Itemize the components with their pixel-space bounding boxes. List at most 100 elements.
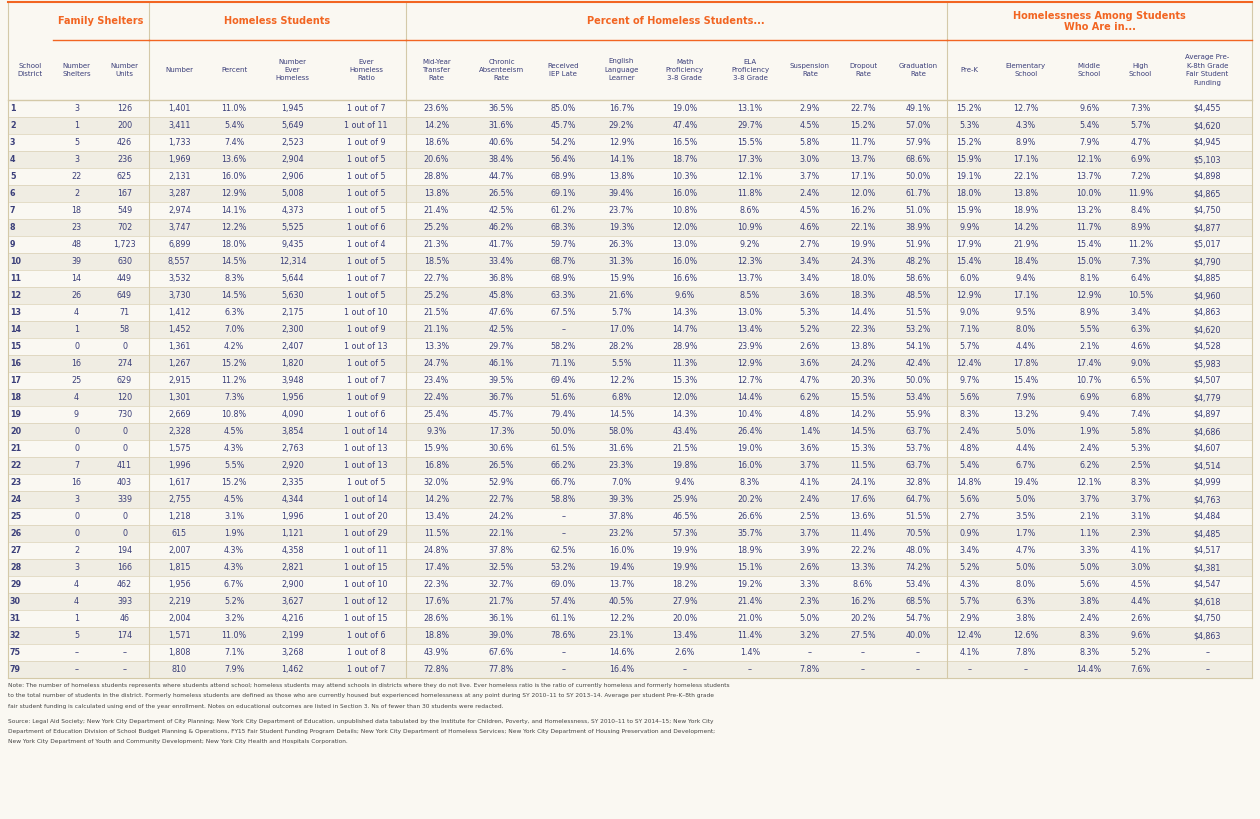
Text: 42.5%: 42.5%: [489, 325, 514, 334]
Text: 33.4%: 33.4%: [489, 257, 514, 266]
Text: 26.5%: 26.5%: [489, 461, 514, 470]
Text: 19.0%: 19.0%: [672, 104, 698, 113]
Text: 22.1%: 22.1%: [489, 529, 514, 538]
Text: 15.5%: 15.5%: [737, 138, 762, 147]
Text: 78.6%: 78.6%: [551, 631, 576, 640]
Bar: [8, 117, 1252, 134]
Text: 13.8%: 13.8%: [1013, 189, 1038, 198]
Text: –: –: [748, 665, 752, 674]
Text: 2.1%: 2.1%: [1079, 342, 1100, 351]
Text: 58.0%: 58.0%: [609, 427, 634, 436]
Text: 9.9%: 9.9%: [959, 223, 979, 232]
Text: 2,906: 2,906: [281, 172, 304, 181]
Text: Source: Legal Aid Society; New York City Department of City Planning; New York C: Source: Legal Aid Society; New York City…: [8, 718, 713, 723]
Text: 24.2%: 24.2%: [850, 359, 876, 368]
Text: 36.5%: 36.5%: [489, 104, 514, 113]
Text: 55.9%: 55.9%: [905, 410, 931, 419]
Text: 21.5%: 21.5%: [672, 444, 698, 453]
Text: 16.2%: 16.2%: [850, 597, 876, 606]
Text: 7.9%: 7.9%: [1079, 138, 1100, 147]
Text: 1,401: 1,401: [168, 104, 190, 113]
Bar: [8, 627, 1252, 644]
Text: 2.4%: 2.4%: [1079, 444, 1100, 453]
Text: 3.1%: 3.1%: [224, 512, 244, 521]
Text: $4,885: $4,885: [1193, 274, 1221, 283]
Text: 40.5%: 40.5%: [609, 597, 634, 606]
Text: 26: 26: [10, 529, 21, 538]
Text: 0: 0: [74, 427, 79, 436]
Text: $4,945: $4,945: [1193, 138, 1221, 147]
Text: 1 out of 11: 1 out of 11: [344, 546, 388, 555]
Text: 5.6%: 5.6%: [959, 393, 979, 402]
Text: 22.2%: 22.2%: [850, 546, 876, 555]
Text: 2: 2: [74, 189, 79, 198]
Text: 16.0%: 16.0%: [672, 189, 698, 198]
Text: 17.4%: 17.4%: [423, 563, 449, 572]
Text: 8.9%: 8.9%: [1016, 138, 1036, 147]
Text: 0: 0: [74, 444, 79, 453]
Text: 8.1%: 8.1%: [1079, 274, 1099, 283]
Text: 32.0%: 32.0%: [423, 478, 449, 487]
Text: 23.6%: 23.6%: [423, 104, 449, 113]
Text: 3: 3: [74, 155, 79, 164]
Text: 1,996: 1,996: [281, 512, 304, 521]
Text: 9.4%: 9.4%: [1016, 274, 1036, 283]
Text: 4.7%: 4.7%: [1016, 546, 1036, 555]
Text: 3.0%: 3.0%: [800, 155, 820, 164]
Bar: [8, 508, 1252, 525]
Text: 21.0%: 21.0%: [737, 614, 762, 623]
Text: 1 out of 13: 1 out of 13: [344, 342, 388, 351]
Bar: [8, 168, 1252, 185]
Text: 15: 15: [10, 342, 21, 351]
Text: 1 out of 8: 1 out of 8: [346, 648, 386, 657]
Text: 68.9%: 68.9%: [551, 274, 576, 283]
Text: 13.4%: 13.4%: [672, 631, 698, 640]
Text: 14.5%: 14.5%: [222, 257, 247, 266]
Text: Homeless: Homeless: [276, 75, 310, 82]
Text: 22.7%: 22.7%: [423, 274, 449, 283]
Text: 56.4%: 56.4%: [551, 155, 576, 164]
Text: 1,267: 1,267: [168, 359, 190, 368]
Text: 2,904: 2,904: [281, 155, 304, 164]
Text: 18.7%: 18.7%: [672, 155, 698, 164]
Text: 43.9%: 43.9%: [423, 648, 449, 657]
Text: 32.5%: 32.5%: [489, 563, 514, 572]
Text: 2.6%: 2.6%: [674, 648, 696, 657]
Text: 14.5%: 14.5%: [850, 427, 876, 436]
Text: 1 out of 9: 1 out of 9: [346, 325, 386, 334]
Text: 5: 5: [74, 631, 79, 640]
Text: 8.3%: 8.3%: [740, 478, 760, 487]
Bar: [8, 338, 1252, 355]
Text: 1,945: 1,945: [281, 104, 304, 113]
Text: 5.7%: 5.7%: [611, 308, 631, 317]
Text: 14.7%: 14.7%: [672, 325, 698, 334]
Text: 6,899: 6,899: [168, 240, 190, 249]
Text: 12.1%: 12.1%: [1076, 478, 1102, 487]
Text: 1.7%: 1.7%: [1016, 529, 1036, 538]
Text: $4,960: $4,960: [1193, 291, 1221, 300]
Text: 43.4%: 43.4%: [672, 427, 698, 436]
Text: 7.3%: 7.3%: [1130, 257, 1150, 266]
Text: 6.9%: 6.9%: [1079, 393, 1100, 402]
Text: 3.4%: 3.4%: [800, 274, 820, 283]
Text: 5.0%: 5.0%: [1079, 563, 1100, 572]
Text: 7.4%: 7.4%: [1130, 410, 1150, 419]
Text: 3: 3: [74, 104, 79, 113]
Text: 1,571: 1,571: [168, 631, 190, 640]
Text: 31.6%: 31.6%: [489, 121, 514, 130]
Text: 3,854: 3,854: [281, 427, 304, 436]
Text: 3: 3: [74, 563, 79, 572]
Text: 46.5%: 46.5%: [672, 512, 698, 521]
Text: 1,956: 1,956: [168, 580, 190, 589]
Text: 13.2%: 13.2%: [1013, 410, 1038, 419]
Text: 48.0%: 48.0%: [905, 546, 930, 555]
Text: 1: 1: [74, 614, 79, 623]
Text: 2.9%: 2.9%: [959, 614, 979, 623]
Text: 1 out of 15: 1 out of 15: [344, 563, 388, 572]
Text: 426: 426: [117, 138, 132, 147]
Text: 2,763: 2,763: [281, 444, 304, 453]
Text: 26.6%: 26.6%: [737, 512, 762, 521]
Text: 5.3%: 5.3%: [1130, 444, 1150, 453]
Text: 54.1%: 54.1%: [905, 342, 931, 351]
Text: 6.7%: 6.7%: [224, 580, 244, 589]
